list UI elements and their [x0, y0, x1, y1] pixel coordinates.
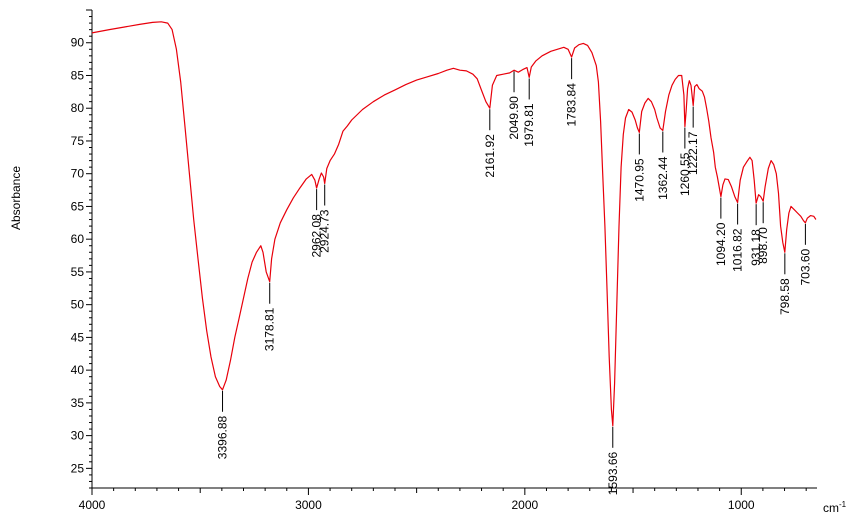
peak-label: 3178.81	[263, 307, 277, 351]
x-tick-label: 4000	[79, 498, 106, 512]
y-tick-label: 75	[71, 134, 85, 148]
peak-label: 898.70	[756, 227, 770, 264]
peak-label: 2924.73	[318, 209, 332, 253]
y-tick-label: 80	[71, 101, 85, 115]
x-axis-unit: cm-1	[823, 500, 847, 514]
peak-label: 1470.95	[632, 158, 646, 202]
x-tick-label: 1000	[728, 498, 755, 512]
axes	[91, 10, 817, 489]
tick-marks: 25 30 35 40 45 50 55 60 65 70 75 80 85 90 4000 3000 2000…	[71, 9, 807, 512]
y-tick-label: 90	[71, 36, 85, 50]
y-tick-label: 55	[71, 265, 85, 279]
y-tick-label: 45	[71, 330, 85, 344]
spectrum-line	[91, 21, 817, 427]
peak-label: 1016.82	[731, 228, 745, 272]
peak-label: 3396.88	[216, 415, 230, 459]
x-axis-unit-base: cm	[823, 501, 839, 514]
x-tick-label: 2000	[511, 498, 538, 512]
y-tick-label: 35	[71, 396, 85, 410]
x-axis-unit-exponent: -1	[839, 500, 847, 509]
x-tick-label: 3000	[295, 498, 322, 512]
peak-label: 1260.55	[678, 152, 692, 196]
peak-leader-lines	[222, 58, 806, 448]
peak-label: 1979.81	[522, 103, 536, 147]
y-tick-label: 50	[71, 298, 85, 312]
peak-label: 2161.92	[483, 134, 497, 178]
y-axis-title: Absorbance	[9, 166, 23, 230]
peak-label: 1593.66	[606, 451, 620, 495]
series-layer	[91, 21, 817, 427]
peak-label: 1222.17	[686, 131, 700, 175]
y-tick-label: 60	[71, 232, 85, 246]
peak-label: 931.18	[749, 229, 763, 266]
y-tick-label: 25	[71, 461, 85, 475]
peak-label: 2049.90	[507, 96, 521, 140]
peak-label: 1362.44	[656, 156, 670, 200]
y-tick-label: 70	[71, 167, 85, 181]
peak-label: 2962.08	[310, 214, 324, 258]
peak-label: 798.58	[778, 278, 792, 315]
peak-label: 1783.84	[565, 83, 579, 127]
peak-label: 703.60	[798, 248, 812, 285]
y-tick-label: 65	[71, 199, 85, 213]
y-tick-label: 30	[71, 429, 85, 443]
peak-label: 1094.20	[714, 222, 728, 266]
y-tick-label: 40	[71, 363, 85, 377]
y-tick-label: 85	[71, 68, 85, 82]
